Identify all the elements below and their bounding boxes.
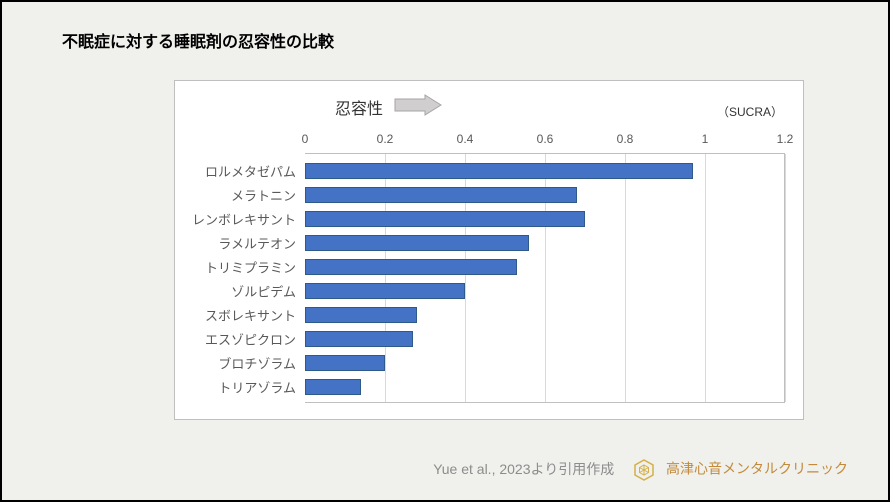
unit-label: （SUCRA） xyxy=(717,103,783,120)
bar-row xyxy=(305,259,785,275)
bar xyxy=(305,283,465,299)
bar xyxy=(305,187,577,203)
bar-row xyxy=(305,163,785,179)
chart-container: 忍容性 （SUCRA） 00.20.40.60.811.2ロルメタゼパムメラトニ… xyxy=(174,80,804,420)
y-category-label: トリミプラミン xyxy=(205,258,296,277)
y-category-label: ブロチゾラム xyxy=(218,354,296,373)
y-category-label: ゾルピデム xyxy=(231,282,296,301)
y-category-label: エスゾピクロン xyxy=(205,330,296,349)
bar xyxy=(305,355,385,371)
x-tick-label: 0.2 xyxy=(377,132,394,146)
clinic-name: 高津心音メンタルクリニック xyxy=(666,461,848,477)
x-tick-label: 0.8 xyxy=(617,132,634,146)
x-tick-label: 1.2 xyxy=(777,132,794,146)
bar-row xyxy=(305,187,785,203)
y-category-label: スボレキサント xyxy=(205,306,296,325)
bar-row xyxy=(305,211,785,227)
bar xyxy=(305,259,517,275)
bar-row xyxy=(305,235,785,251)
bar xyxy=(305,379,361,395)
clinic-logo-icon xyxy=(632,458,656,482)
grid-line xyxy=(785,154,786,402)
x-tick-label: 0 xyxy=(302,132,309,146)
tolerability-label: 忍容性 xyxy=(335,95,383,119)
footer: Yue et al., 2023より引用作成 高津心音メンタルクリニック xyxy=(2,458,888,482)
x-tick-label: 0.6 xyxy=(537,132,554,146)
chart-header: 忍容性 （SUCRA） xyxy=(175,93,803,123)
citation-text: Yue et al., 2023より引用作成 xyxy=(433,461,614,477)
plot-area: 00.20.40.60.811.2ロルメタゼパムメラトニンレンボレキサントラメル… xyxy=(305,153,785,403)
bar xyxy=(305,163,693,179)
arrow-right-icon xyxy=(393,93,443,117)
x-tick-label: 0.4 xyxy=(457,132,474,146)
bar-row xyxy=(305,307,785,323)
bar-row xyxy=(305,331,785,347)
bar xyxy=(305,211,585,227)
y-category-label: ラメルテオン xyxy=(218,234,296,253)
y-category-label: ロルメタゼパム xyxy=(205,162,296,181)
y-category-label: メラトニン xyxy=(231,186,296,205)
x-tick-label: 1 xyxy=(702,132,709,146)
y-category-label: トリアゾラム xyxy=(218,378,296,397)
bar-row xyxy=(305,379,785,395)
bar xyxy=(305,331,413,347)
bar xyxy=(305,235,529,251)
bar-row xyxy=(305,355,785,371)
bar xyxy=(305,307,417,323)
y-category-label: レンボレキサント xyxy=(192,210,296,229)
page-title: 不眠症に対する睡眠剤の忍容性の比較 xyxy=(62,28,334,52)
bar-row xyxy=(305,283,785,299)
